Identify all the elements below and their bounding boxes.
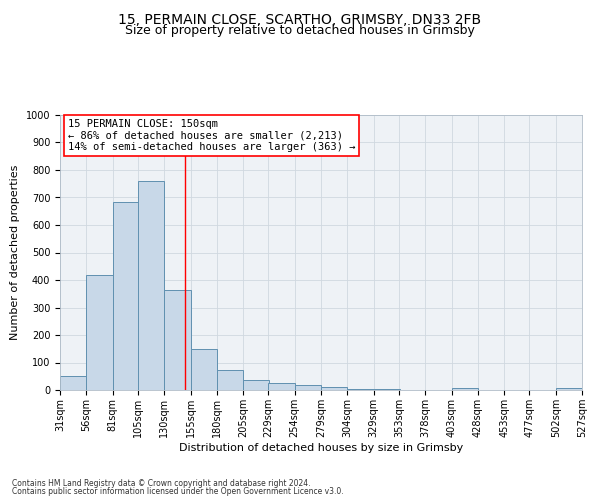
Bar [452,388,478,390]
Bar [86,274,113,390]
Bar [347,388,374,390]
Bar [60,376,86,390]
Bar [138,181,164,390]
X-axis label: Distribution of detached houses by size in Grimsby: Distribution of detached houses by size … [179,442,463,452]
Bar [268,383,295,390]
Bar [191,349,217,390]
Text: Contains public sector information licensed under the Open Government Licence v3: Contains public sector information licen… [12,487,344,496]
Bar [243,380,269,390]
Text: 15, PERMAIN CLOSE, SCARTHO, GRIMSBY, DN33 2FB: 15, PERMAIN CLOSE, SCARTHO, GRIMSBY, DN3… [118,12,482,26]
Text: Contains HM Land Registry data © Crown copyright and database right 2024.: Contains HM Land Registry data © Crown c… [12,478,311,488]
Bar [556,388,582,390]
Y-axis label: Number of detached properties: Number of detached properties [10,165,20,340]
Bar [321,387,347,390]
Bar [113,202,139,390]
Bar [164,290,191,390]
Text: Size of property relative to detached houses in Grimsby: Size of property relative to detached ho… [125,24,475,37]
Bar [295,386,321,390]
Bar [217,370,243,390]
Text: 15 PERMAIN CLOSE: 150sqm
← 86% of detached houses are smaller (2,213)
14% of sem: 15 PERMAIN CLOSE: 150sqm ← 86% of detach… [68,119,355,152]
